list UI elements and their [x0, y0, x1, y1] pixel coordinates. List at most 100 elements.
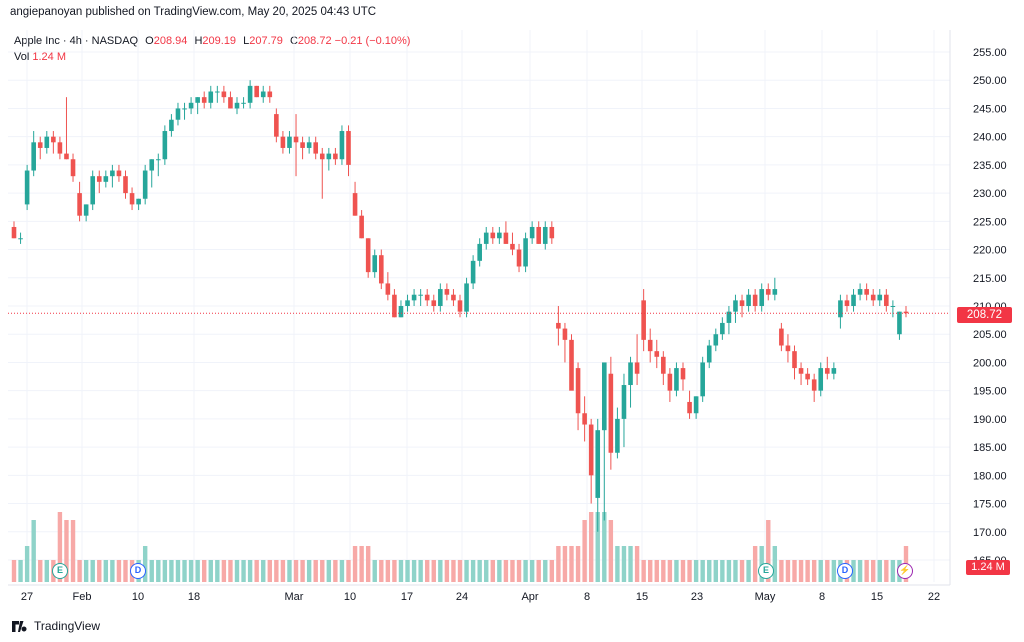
candle-body	[510, 243, 515, 250]
candle-body	[536, 226, 542, 244]
candle-body	[254, 85, 259, 98]
volume-bar	[831, 560, 837, 582]
y-tick-label: 205.00	[973, 329, 1007, 341]
candle-body	[129, 193, 135, 205]
candle-body	[11, 226, 17, 239]
volume-bar	[470, 560, 476, 582]
volume-bar	[339, 560, 345, 582]
volume-label[interactable]: Vol	[14, 51, 30, 63]
candle-body	[195, 97, 200, 103]
volume-bar	[411, 560, 417, 582]
volume-bar	[641, 560, 646, 582]
candle-body	[831, 368, 837, 374]
candle-body	[300, 142, 305, 148]
candle-body	[654, 351, 660, 357]
volume-bar	[254, 560, 259, 582]
volume-bar	[195, 560, 200, 582]
candle-body	[31, 142, 36, 171]
volume-bar	[103, 560, 109, 582]
volume-bar	[38, 560, 43, 582]
candle-body	[549, 226, 555, 239]
candle-body	[405, 300, 410, 306]
candle-body	[411, 294, 417, 301]
candle-body	[431, 300, 437, 306]
volume-bar	[713, 560, 718, 582]
candle-body	[169, 119, 174, 132]
volume-bar	[536, 560, 541, 582]
candle-body	[687, 401, 692, 414]
volume-bar	[18, 560, 23, 582]
candle-body	[851, 294, 856, 306]
brand-label: TradingView	[34, 619, 101, 633]
candle-body	[372, 255, 378, 273]
candle-body	[628, 362, 633, 386]
low-label: L	[243, 35, 250, 47]
volume-bar	[431, 560, 436, 582]
volume-bar	[64, 520, 69, 582]
candle-body	[477, 243, 482, 261]
candle-body	[601, 362, 607, 431]
volume-bar	[175, 560, 181, 582]
candle-body	[857, 289, 863, 295]
candle-body	[746, 294, 751, 306]
candle-body	[713, 334, 719, 346]
volume-bar	[890, 560, 896, 582]
symbol-name[interactable]: Apple Inc · 4h · NASDAQ	[14, 35, 139, 47]
candle-body	[451, 294, 456, 301]
candle-body	[175, 108, 181, 120]
volume-bar	[825, 560, 830, 582]
candle-body	[739, 300, 745, 306]
volume-bar	[562, 546, 568, 582]
candle-body	[155, 159, 161, 161]
candle-body	[142, 170, 148, 199]
candle-body	[556, 322, 561, 329]
y-tick-label: 220.00	[973, 245, 1007, 257]
volume-bar	[621, 546, 627, 582]
candle-body	[136, 198, 141, 205]
volume-bar	[444, 560, 450, 582]
candle-body	[884, 294, 889, 306]
volume-value: 1.24 M	[32, 51, 66, 63]
volume-bar	[215, 560, 220, 582]
candle-body	[615, 418, 620, 453]
candle-body	[569, 339, 574, 391]
candle-body	[772, 289, 778, 295]
candle-body	[90, 176, 96, 205]
volume-bar	[234, 560, 240, 582]
earnings-icon[interactable]: E	[758, 563, 774, 579]
candle-body	[562, 328, 568, 340]
candle-body	[890, 306, 896, 307]
volume-bar	[634, 546, 640, 582]
dividend-icon[interactable]: D	[837, 563, 853, 579]
candle-body	[457, 300, 463, 312]
volume-bar	[405, 560, 410, 582]
lightning-icon[interactable]: ⚡	[897, 563, 913, 579]
volume-bar	[261, 560, 266, 582]
volume-bar	[556, 546, 561, 582]
candle-body	[844, 300, 850, 306]
volume-bar	[628, 546, 633, 582]
candle-body	[365, 238, 371, 273]
candle-body	[64, 153, 69, 160]
x-tick-label: 22	[928, 591, 940, 603]
candle-body	[83, 204, 89, 216]
volume-bar	[247, 560, 253, 582]
volume-bar	[149, 560, 154, 582]
volume-bar	[11, 560, 17, 582]
earnings-icon[interactable]: E	[52, 563, 68, 579]
tradingview-footer[interactable]: TradingView	[12, 619, 100, 633]
dividend-icon[interactable]: D	[130, 563, 146, 579]
volume-bar	[687, 560, 692, 582]
candle-body	[588, 424, 594, 476]
candle-body	[595, 430, 601, 498]
candle-body	[274, 114, 279, 137]
volume-bar	[766, 520, 771, 582]
candle-body	[785, 345, 791, 352]
volume-bar	[543, 560, 548, 582]
volume-bar	[720, 560, 725, 582]
candle-body	[208, 91, 214, 103]
candle-body	[438, 289, 443, 306]
volume-bar	[674, 560, 679, 582]
volume-bar	[457, 560, 463, 582]
